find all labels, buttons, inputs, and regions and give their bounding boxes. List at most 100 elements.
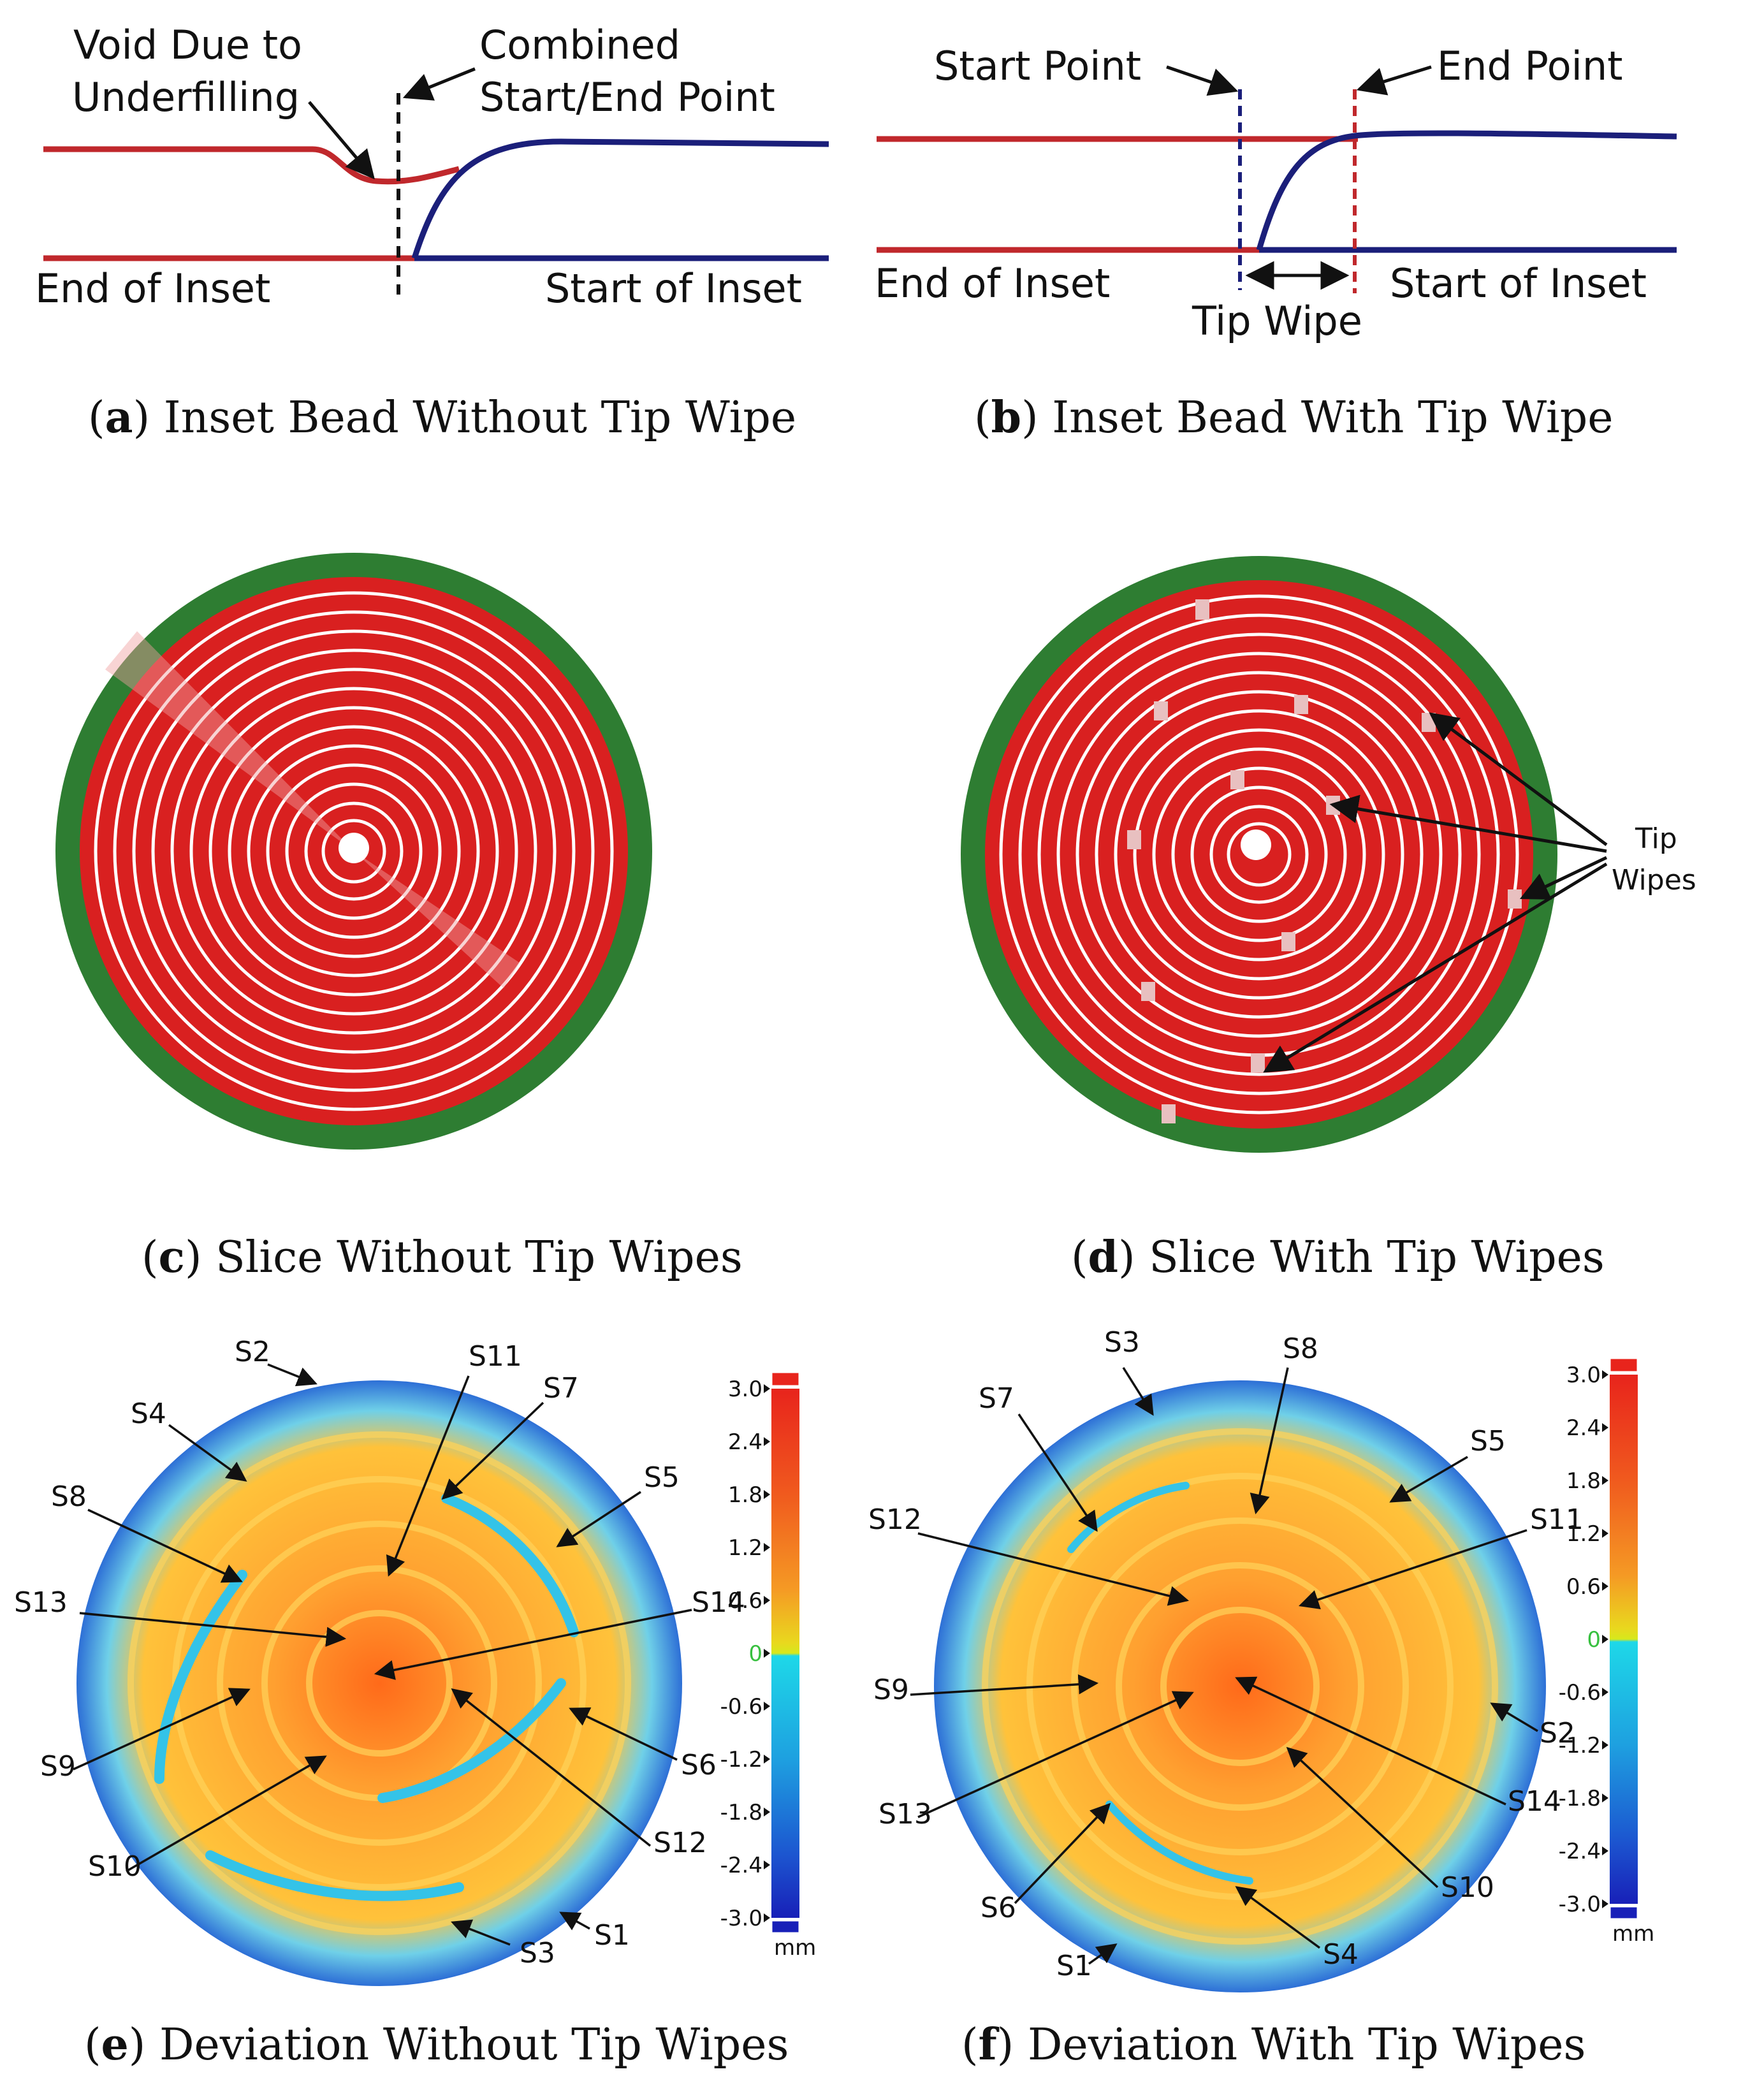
caption-b: (b) Inset Bead With Tip Wipe (974, 392, 1614, 443)
colorbar-e-bottom-cap (770, 1919, 801, 1934)
leader-line (1286, 1746, 1439, 1889)
deviation-label: S8 (1283, 1333, 1318, 1365)
tip-arrow-1 (1429, 712, 1608, 847)
colorbar-e-top-cap (770, 1371, 801, 1387)
colorbar-tick-mark (764, 1860, 770, 1869)
start-point-arrow (1166, 65, 1239, 96)
deviation-label: S10 (88, 1850, 142, 1883)
tip-wipes-label-2: Wipes (1612, 864, 1696, 896)
colorbar-tick-mark (764, 1808, 770, 1816)
leader-line (1235, 1886, 1321, 1949)
tip-arrow-4 (1263, 862, 1608, 1073)
colorbar-tick: -0.6 (720, 1694, 762, 1720)
void-label-1: Void Due to (73, 22, 302, 68)
leader-line (559, 1911, 590, 1931)
colorbar-tick: -3.0 (1559, 1892, 1601, 1917)
colorbar-tick-mark (764, 1649, 770, 1658)
leader-line (1490, 1702, 1538, 1732)
end-point-arrow (1356, 65, 1432, 96)
deviation-label: S9 (40, 1750, 76, 1783)
upper-end-bead (43, 146, 460, 185)
colorbar-tick-mark (764, 1702, 770, 1711)
colorbar-tick: -0.6 (1559, 1680, 1601, 1706)
caption-c: (c) Slice Without Tip Wipes (142, 1232, 743, 1283)
colorbar-tick: 0.6 (728, 1588, 762, 1614)
combined-label-1: Combined (479, 22, 680, 68)
colorbar-tick: 1.8 (728, 1482, 762, 1508)
leader-line (1389, 1456, 1468, 1503)
colorbar-tick-mark (1602, 1423, 1608, 1432)
deviation-label: S6 (681, 1749, 717, 1781)
caption-d: (d) Slice With Tip Wipes (1071, 1232, 1605, 1283)
colorbar-tick: 3.0 (1566, 1363, 1601, 1388)
deviation-label: S12 (868, 1503, 922, 1536)
colorbar-tick-mark (1602, 1476, 1608, 1485)
slice-hole-d (1241, 829, 1271, 860)
colorbar-tick-mark (764, 1913, 770, 1922)
leader-line (1122, 1367, 1154, 1416)
caption-e: (e) Deviation Without Tip Wipes (84, 2019, 789, 2070)
seam-highlight-c (105, 631, 354, 851)
panel-c: (c) Slice Without Tip Wipes (55, 553, 743, 1283)
tip-arrow-3 (1519, 856, 1608, 900)
leader-line (267, 1363, 317, 1387)
colorbar-tick: -1.2 (720, 1747, 762, 1772)
deviation-label: S6 (980, 1892, 1016, 1924)
deviation-label: S14 (1508, 1785, 1561, 1818)
colorbar-tick-mark (764, 1596, 770, 1605)
colorbar-f-ticks: 3.0 2.4 1.8 1.2 0.6 0 -0.6 -1.2 -1.8 -2.4 -3.0 (1559, 1363, 1608, 1917)
leader-line (1299, 1529, 1527, 1610)
deviation-label: S3 (520, 1937, 555, 1969)
colorbar-tick: -1.8 (720, 1800, 762, 1825)
leader-line (917, 1532, 1190, 1606)
slice-rings-d (999, 594, 1519, 1114)
colorbar-tick: 2.4 (728, 1429, 762, 1455)
deviation-label: S7 (979, 1382, 1014, 1415)
deviation-label: S1 (1056, 1950, 1092, 1982)
leader-line (441, 1401, 544, 1500)
colorbar-tick-mark (1602, 1794, 1608, 1802)
caption-f: (f) Deviation With Tip Wipes (961, 2019, 1585, 2070)
colorbar-tick: 1.2 (728, 1535, 762, 1561)
leader-line (374, 1609, 692, 1680)
leader-line (556, 1491, 641, 1547)
deviation-label: S11 (469, 1340, 522, 1373)
colorbar-tick-mark (764, 1490, 770, 1499)
deviation-labels-e: S1 S2 S3 S4 S5 S6 S7 S8 S9 S10 S11 S12 S13 S14 (14, 1336, 745, 1969)
panel-d: Tip Wipes (d) Slice With Tip Wipes (961, 556, 1696, 1283)
colorbar-tick: 0 (748, 1641, 762, 1667)
deviation-label: S13 (14, 1586, 68, 1619)
deviation-label: S1 (594, 1919, 630, 1952)
deviation-disc-e (77, 1380, 682, 1986)
deviation-label: S9 (873, 1674, 909, 1706)
deviation-label: S4 (1323, 1938, 1359, 1971)
end-of-inset-label-b: End of Inset (875, 260, 1110, 307)
colorbar-tick: -2.4 (720, 1853, 762, 1878)
start-of-inset-label: Start of Inset (545, 265, 802, 312)
colorbar-f-unit: mm (1612, 1921, 1654, 1947)
deviation-label: S4 (131, 1398, 166, 1430)
cold-streaks-e (154, 1493, 579, 1901)
colorbar-tick: -2.4 (1559, 1839, 1601, 1864)
deviation-label: S5 (1470, 1425, 1506, 1458)
leader-line (1250, 1367, 1289, 1515)
tip-wipes-label-1: Tip (1635, 822, 1677, 855)
colorbar-tick-mark (764, 1437, 770, 1446)
colorbar-f-body (1610, 1375, 1638, 1904)
leader-line (1235, 1676, 1506, 1806)
colorbar-e: 3.0 2.4 1.8 1.2 0.6 0 -0.6 -1.2 -1.8 -2.4 -3.0 mm (720, 1371, 816, 1961)
panel-f: S1 S2 S3 S4 S5 S6 S7 S8 S9 S10 S11 S12 S13 S14 (f) De… (868, 1326, 1585, 2070)
deviation-label: S3 (1104, 1326, 1140, 1359)
colorbar-tick: 1.8 (1566, 1468, 1601, 1494)
colorbar-tick-mark (1602, 1582, 1608, 1591)
deviation-label: S7 (543, 1372, 579, 1405)
colorbar-tick-mark (1602, 1688, 1608, 1697)
leader-line (79, 1612, 347, 1647)
leader-line (126, 1755, 327, 1873)
deviation-label: S10 (1441, 1871, 1494, 1904)
combined-arrow (402, 67, 476, 101)
leader-line (569, 1707, 678, 1761)
tip-wipe-marks (1127, 599, 1522, 1123)
colorbar-e-unit: mm (774, 1935, 816, 1961)
leader-line (451, 1688, 652, 1847)
